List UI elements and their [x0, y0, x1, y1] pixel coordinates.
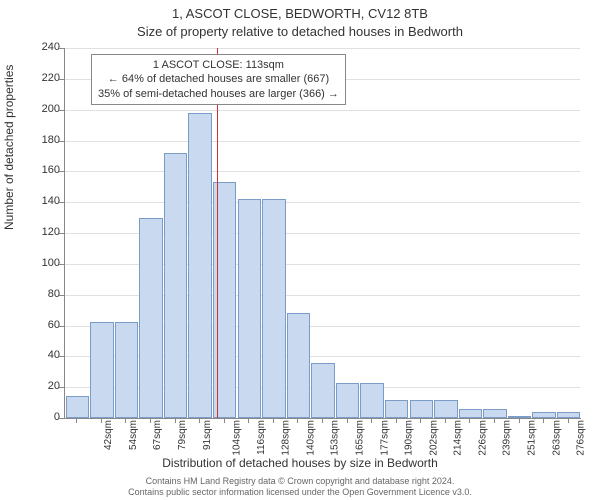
x-axis-label: Distribution of detached houses by size …	[0, 456, 600, 470]
xtick-label: 239sqm	[502, 420, 513, 456]
xtick-mark	[101, 418, 102, 423]
xtick-label: 79sqm	[177, 420, 188, 450]
xtick-mark	[445, 418, 446, 423]
xtick-label: 263sqm	[551, 420, 562, 456]
xtick-label: 140sqm	[305, 420, 316, 456]
annotation-box: 1 ASCOT CLOSE: 113sqm ← 64% of detached …	[91, 54, 346, 105]
xtick-mark	[519, 418, 520, 423]
annotation-line1: 1 ASCOT CLOSE: 113sqm	[98, 58, 339, 72]
footer-line2: Contains public sector information licen…	[0, 487, 600, 498]
ytick-label: 220	[20, 72, 60, 84]
xtick-mark	[494, 418, 495, 423]
xtick-mark	[420, 418, 421, 423]
xtick-label: 128sqm	[281, 420, 292, 456]
ytick-label: 20	[20, 380, 60, 392]
ytick-label: 40	[20, 349, 60, 361]
ytick-label: 140	[20, 195, 60, 207]
xtick-mark	[125, 418, 126, 423]
annotation-line3: 35% of semi-detached houses are larger (…	[98, 87, 339, 101]
xtick-mark	[224, 418, 225, 423]
xtick-mark	[347, 418, 348, 423]
chart-container: 1, ASCOT CLOSE, BEDWORTH, CV12 8TB Size …	[0, 0, 600, 500]
xtick-mark	[322, 418, 323, 423]
bar	[66, 396, 89, 418]
bar	[139, 218, 162, 418]
xtick-label: 42sqm	[103, 420, 114, 450]
xtick-label: 190sqm	[404, 420, 415, 456]
xtick-mark	[199, 418, 200, 423]
bar	[483, 409, 506, 418]
footer-line1: Contains HM Land Registry data © Crown c…	[0, 476, 600, 487]
xtick-label: 91sqm	[202, 420, 213, 450]
xtick-label: 165sqm	[355, 420, 366, 456]
bar	[238, 199, 261, 418]
ytick-label: 0	[20, 411, 60, 423]
xtick-label: 177sqm	[379, 420, 390, 456]
bar	[262, 199, 285, 418]
bar	[287, 313, 310, 418]
bar	[115, 322, 138, 418]
ytick-label: 200	[20, 103, 60, 115]
ytick-label: 180	[20, 134, 60, 146]
xtick-label: 54sqm	[128, 420, 139, 450]
annotation-line2: ← 64% of detached houses are smaller (66…	[98, 72, 339, 86]
ytick-label: 120	[20, 226, 60, 238]
xtick-label: 202sqm	[428, 420, 439, 456]
bar	[188, 113, 211, 418]
bar	[311, 363, 334, 419]
xtick-mark	[150, 418, 151, 423]
y-axis-label: Number of detached properties	[2, 65, 16, 230]
title-line1: 1, ASCOT CLOSE, BEDWORTH, CV12 8TB	[0, 6, 600, 21]
xtick-mark	[76, 418, 77, 423]
xtick-label: 153sqm	[330, 420, 341, 456]
xtick-label: 116sqm	[256, 420, 267, 455]
footer: Contains HM Land Registry data © Crown c…	[0, 476, 600, 498]
bar	[360, 383, 383, 418]
xtick-mark	[297, 418, 298, 423]
bar	[90, 322, 113, 418]
plot-area: 1 ASCOT CLOSE: 113sqm ← 64% of detached …	[64, 48, 581, 419]
bar	[434, 400, 457, 419]
ytick-label: 160	[20, 164, 60, 176]
xtick-label: 226sqm	[477, 420, 488, 456]
bar	[410, 400, 433, 419]
xtick-label: 104sqm	[232, 420, 243, 456]
bar	[385, 400, 408, 419]
xtick-mark	[371, 418, 372, 423]
xtick-mark	[568, 418, 569, 423]
title-line2: Size of property relative to detached ho…	[0, 24, 600, 39]
xtick-mark	[469, 418, 470, 423]
xtick-mark	[175, 418, 176, 423]
ytick-label: 100	[20, 257, 60, 269]
xtick-label: 214sqm	[453, 420, 464, 456]
ytick-label: 80	[20, 288, 60, 300]
xtick-label: 276sqm	[576, 420, 587, 456]
xtick-label: 67sqm	[152, 420, 163, 450]
ytick-label: 240	[20, 41, 60, 53]
xtick-mark	[248, 418, 249, 423]
xtick-mark	[543, 418, 544, 423]
xtick-mark	[396, 418, 397, 423]
xtick-mark	[273, 418, 274, 423]
bar	[164, 153, 187, 418]
xtick-label: 251sqm	[527, 420, 538, 456]
bar	[336, 383, 359, 418]
ytick-label: 60	[20, 319, 60, 331]
bar	[459, 409, 482, 418]
